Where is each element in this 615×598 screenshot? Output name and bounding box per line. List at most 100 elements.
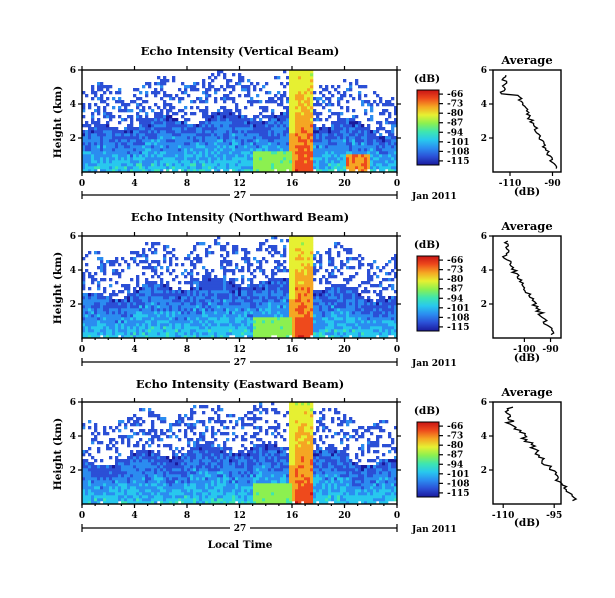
heatmap-cell	[157, 329, 161, 333]
heatmap-cell	[205, 317, 209, 321]
heatmap-cell	[361, 100, 365, 104]
heatmap-cell	[280, 139, 284, 143]
heatmap-cell	[271, 112, 275, 116]
heatmap-cell	[349, 157, 353, 161]
heatmap-cell	[304, 166, 308, 170]
heatmap-cell	[91, 465, 95, 469]
heatmap-cell	[268, 118, 272, 122]
heatmap-cell	[295, 314, 299, 318]
heatmap-cell	[187, 160, 191, 164]
heatmap-cell	[151, 109, 155, 113]
heatmap-cell	[214, 133, 218, 137]
heatmap-cell	[196, 157, 200, 161]
heatmap-cell	[376, 308, 380, 312]
heatmap-cell	[292, 163, 296, 167]
heatmap-cell	[124, 166, 128, 170]
heatmap-cell	[82, 302, 86, 306]
heatmap-cell	[283, 151, 287, 155]
heatmap-cell	[334, 142, 338, 146]
heatmap-cell	[91, 151, 95, 155]
heatmap-cell	[295, 160, 299, 164]
heatmap-cell	[262, 335, 266, 339]
heatmap-cell	[331, 94, 335, 98]
heatmap-cell	[148, 326, 152, 330]
heatmap-cell	[268, 148, 272, 152]
heatmap-cell	[394, 308, 398, 312]
heatmap-cell	[256, 320, 260, 324]
heatmap-cell	[211, 335, 215, 339]
heatmap-cell	[247, 257, 251, 261]
heatmap-cell	[82, 133, 86, 137]
heatmap-cell	[217, 163, 221, 167]
heatmap-cell	[379, 335, 383, 339]
heatmap-cell	[316, 154, 320, 158]
heatmap-cell	[130, 145, 134, 149]
heatmap-cell	[112, 145, 116, 149]
heatmap-cell	[160, 79, 164, 83]
heatmap-cell	[136, 335, 140, 339]
heatmap-cell	[220, 329, 224, 333]
heatmap-cell	[373, 326, 377, 330]
heatmap-cell	[124, 335, 128, 339]
heatmap-cell	[313, 311, 317, 315]
heatmap-cell	[202, 323, 206, 327]
heatmap-cell	[196, 305, 200, 309]
heatmap-cell	[109, 311, 113, 315]
heatmap-cell	[115, 100, 119, 104]
heatmap-cell	[295, 323, 299, 327]
heatmap-cell	[223, 166, 227, 170]
heatmap-cell	[112, 160, 116, 164]
heatmap-cell	[124, 287, 128, 291]
heatmap-cell	[265, 133, 269, 137]
heatmap-cell	[292, 335, 296, 339]
heatmap-cell	[292, 124, 296, 128]
heatmap-cell	[214, 130, 218, 134]
heatmap-cell	[250, 148, 254, 152]
heatmap-cell	[148, 296, 152, 300]
heatmap-cell	[238, 166, 242, 170]
heatmap-cell	[235, 245, 239, 249]
heatmap-cell	[175, 257, 179, 261]
heatmap-cell	[370, 130, 374, 134]
heatmap-cell	[196, 296, 200, 300]
heatmap-cell	[256, 142, 260, 146]
heatmap-cell	[115, 317, 119, 321]
heatmap-cell	[262, 305, 266, 309]
heatmap-cell	[391, 269, 395, 273]
heatmap-cell	[295, 269, 299, 273]
heatmap-cell	[91, 112, 95, 116]
heatmap-cell	[292, 326, 296, 330]
heatmap-cell	[127, 139, 131, 143]
heatmap-cell	[295, 169, 299, 173]
heatmap-cell	[181, 157, 185, 161]
heatmap-cell	[103, 314, 107, 318]
heatmap-cell	[154, 335, 158, 339]
heatmap-cell	[166, 121, 170, 125]
heatmap-cell	[235, 299, 239, 303]
heatmap-cell	[340, 127, 344, 131]
heatmap-cell	[112, 293, 116, 297]
heatmap-cell	[346, 260, 350, 264]
heatmap-cell	[379, 332, 383, 336]
heatmap-cell	[196, 257, 200, 261]
heatmap-cell	[208, 136, 212, 140]
heatmap-cell	[133, 148, 137, 152]
heatmap-cell	[358, 305, 362, 309]
heatmap-cell	[178, 326, 182, 330]
heatmap-cell	[205, 296, 209, 300]
heatmap-cell	[97, 121, 101, 125]
heatmap-cell	[292, 320, 296, 324]
heatmap-cell	[379, 136, 383, 140]
heatmap-cell	[388, 136, 392, 140]
heatmap-cell	[163, 332, 167, 336]
heatmap-cell	[370, 157, 374, 161]
heatmap-cell	[205, 118, 209, 122]
heatmap-cell	[211, 133, 215, 137]
heatmap-cell	[121, 320, 125, 324]
heatmap-cell	[379, 157, 383, 161]
heatmap-cell	[172, 314, 176, 318]
heatmap-cell	[301, 148, 305, 152]
heatmap-cell	[91, 127, 95, 131]
heatmap-cell	[199, 157, 203, 161]
heatmap-cell	[325, 290, 329, 294]
